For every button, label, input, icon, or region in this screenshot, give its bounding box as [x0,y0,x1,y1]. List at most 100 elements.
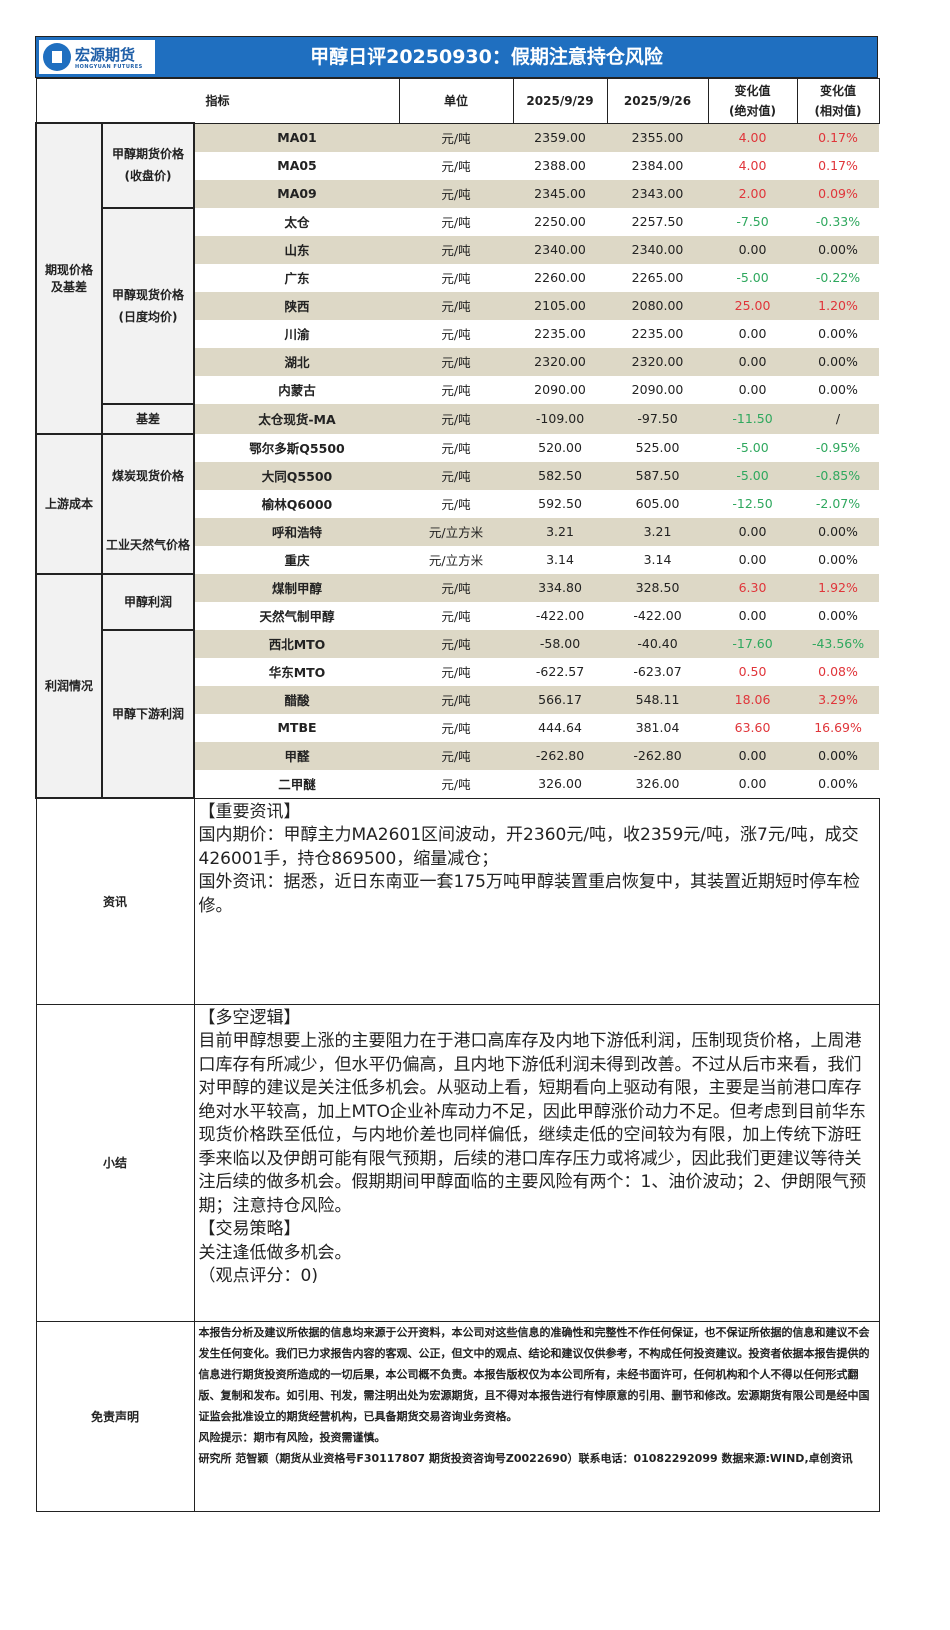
change-rel: 0.09% [797,179,880,208]
change-abs: 0.00 [738,382,767,397]
table-row: 华东MTO 元/吨 -622.57 -623.07 0.50 0.08% [36,658,879,686]
row-name: 西北MTO [194,629,400,658]
group-label: 利润情况 [35,572,103,799]
table-row: MA05 元/吨 2388.00 2384.00 4.00 0.17% [36,152,879,180]
value-date2: 2090.00 [631,382,684,397]
row-unit: 元/吨 [441,609,471,624]
value-date2: 3.21 [607,517,709,546]
value-date1: 334.80 [513,573,608,602]
row-unit: 元/吨 [441,271,471,286]
row-name: MTBE [277,720,317,735]
change-abs: -11.50 [708,403,798,434]
change-rel: 0.17% [818,158,858,173]
row-unit: 元/立方米 [399,517,514,546]
value-date1: 566.17 [513,685,608,714]
row-name: 湖北 [194,347,400,376]
change-rel: 0.00% [818,608,858,623]
change-abs: 6.30 [708,573,798,602]
row-unit: 元/吨 [441,327,471,342]
value-date2: 381.04 [635,720,680,735]
value-date2: -97.50 [607,403,709,434]
value-date2: 328.50 [607,573,709,602]
table-row: 广东 元/吨 2260.00 2265.00 -5.00 -0.22% [36,264,879,292]
table-row: 天然气制甲醇 元/吨 -422.00 -422.00 0.00 0.00% [36,602,879,630]
row-unit: 元/吨 [399,685,514,714]
value-date1: 2320.00 [513,347,608,376]
row-name: 天然气制甲醇 [259,609,335,624]
disclaimer-text: 本报告分析及建议所依据的信息均来源于公开资料，本公司对这些信息的准确性和完整性不… [198,1325,870,1465]
row-unit: 元/吨 [441,383,471,398]
table-row: 期现价格 及基差 甲醇期货价格 (收盘价) MA01 元/吨 2359.00 2355.0… [35,122,880,435]
title-bar: 宏源期货 HONGYUAN FUTURES 甲醇日评20250930：假期注意持仓… [35,36,878,78]
row-unit: 元/吨 [441,721,471,736]
change-rel: -43.56% [797,629,880,658]
report: 宏源期货 HONGYUAN FUTURES 甲醇日评20250930：假期注意持仓… [35,36,880,1512]
subgroup-label: 基差 [101,402,195,435]
value-date1: 2340.00 [513,235,608,264]
change-rel: 0.00% [818,776,858,791]
value-date1: -58.00 [513,629,608,658]
value-date1: -422.00 [535,608,585,623]
value-date1: 582.50 [513,461,608,490]
change-abs: -5.00 [708,461,798,490]
value-date2: 326.00 [635,776,680,791]
value-date1: 3.21 [513,517,608,546]
row-name: 鄂尔多斯Q5500 [249,441,345,456]
news-text: 【重要资讯】 国内期价：甲醇主力MA2601区间波动，开2360元/吨，收235… [198,801,860,916]
row-name: 太仓 [284,215,310,230]
change-rel: 0.00% [797,741,880,770]
group-label: 上游成本 [35,432,103,575]
row-name: 重庆 [284,553,310,568]
value-date2: 3.14 [643,552,672,567]
row-unit: 元/吨 [441,497,471,512]
row-name: MA09 [194,179,400,208]
change-abs: 0.00 [738,776,767,791]
table-row: 榆林Q6000 元/吨 592.50 605.00 -12.50 -2.07% [36,490,879,518]
change-abs: -5.00 [736,440,769,455]
row-name: 太仓现货-MA [194,403,400,434]
value-date2: 2257.50 [631,214,684,229]
change-abs: 0.50 [738,664,767,679]
subgroup-label: 甲醇现货价格 (日度均价) [101,206,195,405]
subgroup-label: 煤炭现货价格 [101,432,195,518]
value-date1: 2388.00 [534,158,586,173]
value-date1: 2250.00 [534,214,586,229]
change-rel: 1.92% [797,573,880,602]
row-name: 川渝 [284,327,310,342]
header-abs-change: 变化值 (绝对值) [707,78,798,124]
table-row: 工业天然气价格 呼和浩特 元/立方米 3.21 3.21 0.00 0.00% [36,517,880,575]
change-rel: -0.95% [815,440,861,455]
change-rel: 0.08% [818,664,858,679]
table-row: 利润情况 甲醇利润 煤制甲醇 元/吨 334.80 328.50 6.30 1.92% [35,572,880,799]
change-abs: 0.00 [708,741,798,770]
row-name: 煤制甲醇 [194,573,400,602]
change-abs: 0.00 [708,235,798,264]
row-unit: 元/吨 [399,573,514,602]
table-row: 甲醇下游利润 西北MTO 元/吨 -58.00 -40.40 -17.60 -43.56% [36,628,880,799]
value-date1: 592.50 [538,496,582,511]
row-name: 大同Q5500 [194,461,400,490]
row-name: MA01 [194,123,400,152]
value-date1: 326.00 [538,776,582,791]
change-rel: 0.17% [797,123,880,152]
logo-name: 宏源期货 [75,45,136,64]
value-date1: -109.00 [513,403,608,434]
table-row: MTBE 元/吨 444.64 381.04 63.60 16.69% [36,714,879,742]
logo-english: HONGYUAN FUTURES [75,63,143,70]
row-unit: 元/吨 [441,777,471,792]
change-abs: 0.00 [708,517,798,546]
change-rel: 1.20% [797,291,880,320]
row-name: MA05 [277,158,317,173]
row-unit: 元/吨 [441,665,471,680]
row-unit: 元/吨 [399,741,514,770]
table-row: 甲醇现货价格 (日度均价) 太仓 元/吨 2250.00 2257.50 -7.50 -0.… [36,206,879,405]
value-date2: 2384.00 [631,158,684,173]
row-name: 二甲醚 [278,777,316,792]
value-date2: 2265.00 [631,270,684,285]
table-row: 二甲醚 元/吨 326.00 326.00 0.00 0.00% [36,770,879,799]
table-row: 基差 太仓现货-MA 元/吨 -109.00 -97.50 -11.50/ [36,402,880,435]
row-name: 醋酸 [194,685,400,714]
value-date2: 525.00 [635,440,680,455]
row-name: 广东 [284,271,310,286]
value-date1: 2105.00 [513,291,608,320]
